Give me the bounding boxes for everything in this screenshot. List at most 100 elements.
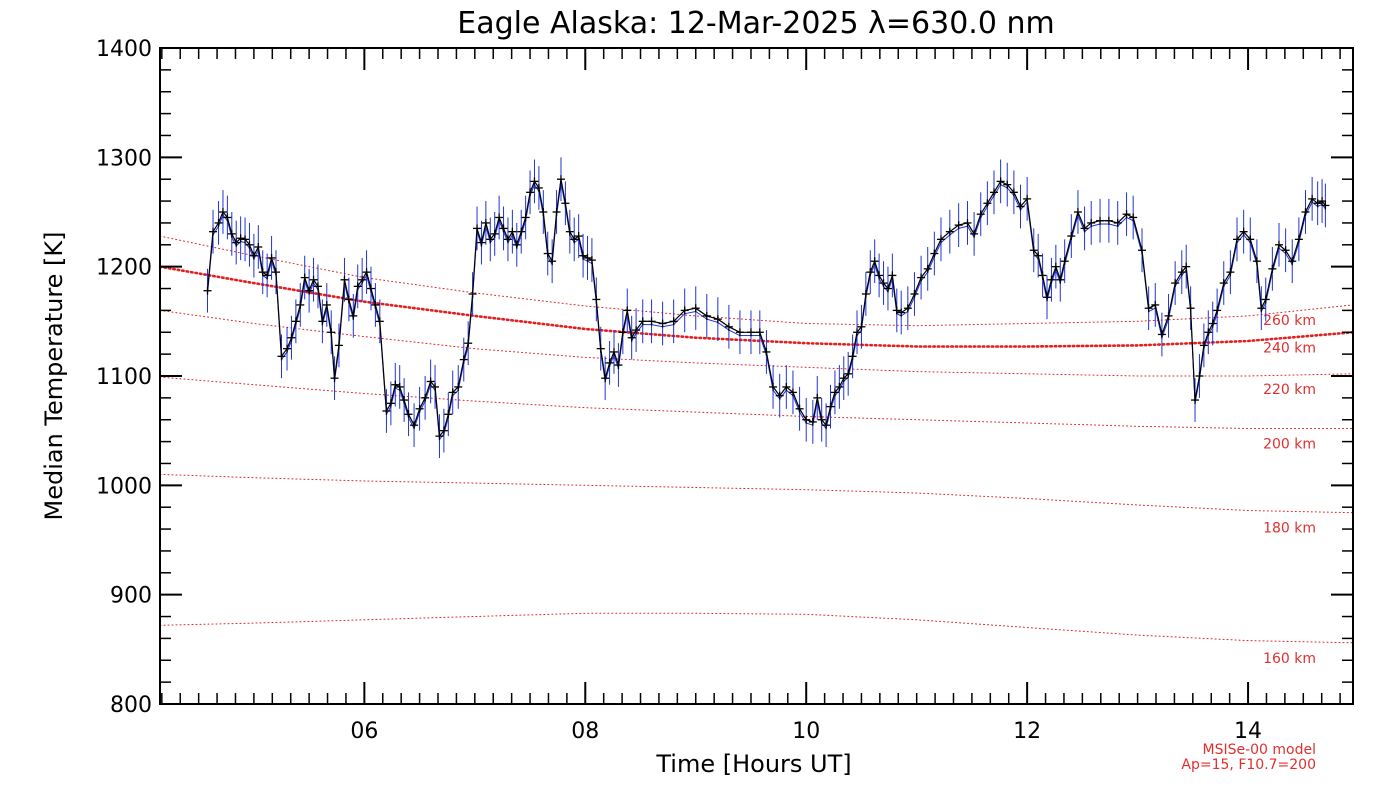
error-band-segment <box>913 280 922 298</box>
data-point <box>340 275 349 284</box>
data-point <box>755 328 764 337</box>
y-tick-label: 800 <box>110 693 152 718</box>
data-point <box>223 213 232 222</box>
error-band-segment <box>896 313 902 317</box>
data-point <box>534 183 543 192</box>
error-band-segment <box>1148 307 1156 312</box>
data-point <box>917 273 926 282</box>
data-point <box>1051 262 1060 271</box>
error-band-segment <box>830 395 836 411</box>
error-band-segment <box>529 184 535 196</box>
error-band-segment <box>949 227 959 236</box>
data-point <box>983 199 992 208</box>
data-point <box>1056 275 1065 284</box>
error-band-segment <box>308 282 315 295</box>
error-band-segment <box>1305 201 1313 216</box>
data-point <box>1186 304 1195 313</box>
data-point <box>1313 199 1322 208</box>
data-point <box>861 290 870 298</box>
data-point <box>996 177 1005 186</box>
x-tick-label: 14 <box>1234 719 1262 744</box>
error-band-segment <box>374 308 381 325</box>
model-curves: 260 km 240 km 220 km 200 km 180 km 160 km <box>158 235 1355 667</box>
error-band-segment <box>1207 326 1214 336</box>
error-band-segment <box>1055 269 1061 284</box>
error-band-segment <box>847 359 854 378</box>
data-point <box>769 382 778 391</box>
data-point <box>344 295 353 304</box>
data-point <box>1204 328 1213 337</box>
data-point <box>746 328 755 337</box>
x-tick-label: 06 <box>350 719 378 744</box>
model-label-220-km: 220 km <box>1263 382 1316 398</box>
data-point <box>1281 246 1290 255</box>
data-point <box>309 275 318 284</box>
error-band-segment <box>874 264 880 279</box>
error-band-segment <box>684 311 696 315</box>
model-annotation-name: MSISe-00 model <box>1202 742 1316 758</box>
data-point <box>1164 311 1173 320</box>
data-point <box>287 333 296 342</box>
error-band-segment <box>511 234 518 249</box>
data-point <box>583 253 592 262</box>
data-point <box>1009 188 1018 197</box>
error-band-segment <box>986 195 995 207</box>
error-band-segment <box>321 308 328 325</box>
data-point <box>817 415 826 424</box>
error-band-segment <box>958 225 968 229</box>
data-point <box>421 393 430 402</box>
data-point <box>713 315 722 324</box>
error-band-segment <box>967 225 975 238</box>
error-band-segment <box>717 322 730 331</box>
data-point <box>826 402 835 411</box>
data-point <box>802 415 811 424</box>
error-band-segment <box>869 264 876 276</box>
data-point <box>400 396 409 405</box>
model-label-260-km: 260 km <box>1263 313 1316 329</box>
error-band-segment <box>1091 223 1101 227</box>
y-tick-label: 1300 <box>96 146 152 171</box>
error-band-segment <box>907 297 915 312</box>
data-point <box>897 308 906 317</box>
error-band-segment <box>1077 215 1086 232</box>
error-band-segment <box>613 355 619 369</box>
data-point <box>486 235 495 244</box>
data-point <box>404 410 413 419</box>
data-point <box>989 188 998 197</box>
error-band-segment <box>503 231 509 243</box>
data-point <box>1080 224 1089 233</box>
error-band-segment <box>635 324 644 334</box>
data-point <box>1171 279 1180 288</box>
data-point <box>775 391 784 400</box>
data-point <box>464 339 473 348</box>
data-point <box>334 341 343 350</box>
error-band-segment <box>231 236 237 247</box>
model-label-240-km: 240 km <box>1263 340 1316 356</box>
data-point <box>618 328 627 337</box>
error-band-segment <box>1260 302 1267 312</box>
data-point <box>596 344 605 353</box>
data-point <box>473 224 482 233</box>
data-point <box>1268 264 1277 273</box>
data-point <box>1047 275 1056 284</box>
error-band-segment <box>399 390 405 404</box>
data-point <box>218 208 227 216</box>
data-point <box>923 264 932 273</box>
error-band-segment <box>476 231 482 247</box>
error-band-segment <box>1317 203 1323 207</box>
data-point <box>963 218 972 227</box>
data-point <box>570 235 579 244</box>
data-point <box>508 227 517 236</box>
data-point <box>795 404 804 413</box>
data-point <box>327 328 336 337</box>
error-band-segment <box>403 403 410 418</box>
data-point <box>1233 235 1242 244</box>
data-point <box>512 240 521 249</box>
data-point <box>844 369 853 378</box>
error-band-segment <box>1285 253 1293 265</box>
data-point <box>647 317 656 326</box>
error-band-segment <box>370 291 376 309</box>
data-point <box>658 319 667 328</box>
data-point <box>813 393 822 402</box>
y-tick-label: 1100 <box>96 365 152 390</box>
